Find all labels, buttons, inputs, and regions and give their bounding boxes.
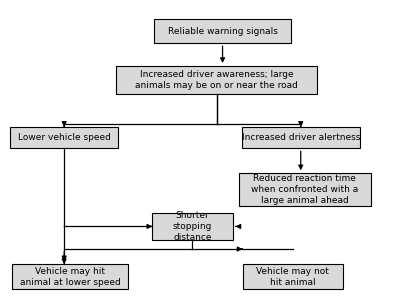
FancyBboxPatch shape xyxy=(116,66,317,94)
Text: Vehicle may not
hit animal: Vehicle may not hit animal xyxy=(256,267,329,287)
Text: Vehicle may hit
animal at lower speed: Vehicle may hit animal at lower speed xyxy=(20,267,121,287)
FancyBboxPatch shape xyxy=(154,19,291,43)
FancyBboxPatch shape xyxy=(243,264,343,289)
Text: Increased driver awareness; large
animals may be on or near the road: Increased driver awareness; large animal… xyxy=(135,70,298,90)
Text: Reliable warning signals: Reliable warning signals xyxy=(168,27,277,36)
Text: Lower vehicle speed: Lower vehicle speed xyxy=(18,133,111,142)
FancyBboxPatch shape xyxy=(12,264,128,289)
FancyBboxPatch shape xyxy=(241,127,360,148)
Text: Increased driver alertness: Increased driver alertness xyxy=(241,133,360,142)
FancyBboxPatch shape xyxy=(152,213,233,240)
FancyBboxPatch shape xyxy=(239,173,371,206)
Text: Shorter
stopping
distance: Shorter stopping distance xyxy=(173,211,212,242)
Text: Reduced reaction time
when confronted with a
large animal ahead: Reduced reaction time when confronted wi… xyxy=(251,174,358,205)
FancyBboxPatch shape xyxy=(10,127,118,148)
